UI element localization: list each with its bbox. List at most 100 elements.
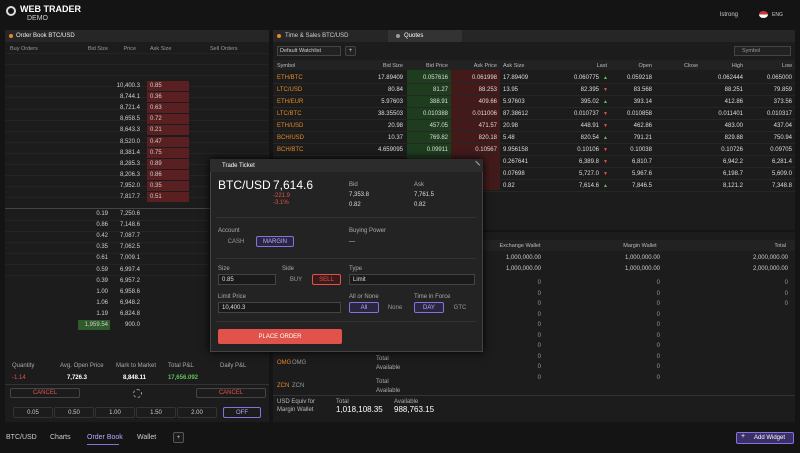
cancel-button-label[interactable]: CANCEL: [218, 390, 244, 396]
side-option-label[interactable]: BUY: [289, 276, 303, 283]
side-option-label[interactable]: SELL: [319, 276, 334, 283]
wallet-value: 1,000,000.00: [505, 255, 541, 261]
quote-cell: 20.98: [387, 123, 403, 129]
footer-tab[interactable]: Order Book: [87, 434, 123, 441]
side-option[interactable]: [282, 274, 310, 285]
aon-option-label[interactable]: All: [360, 304, 368, 311]
size-label: Size: [218, 266, 230, 272]
quote-cell: 0.011401: [718, 111, 743, 117]
ask-size: 0.63: [150, 105, 162, 112]
search[interactable]: Symbol: [742, 48, 761, 54]
add-tab[interactable]: [173, 432, 184, 443]
symbol[interactable]: ETH/USD: [277, 123, 304, 129]
footer-tab[interactable]: Wallet: [137, 434, 157, 441]
ask-price: 10,400.3: [116, 83, 140, 89]
column-header: Symbol: [277, 63, 296, 69]
status-dot: [9, 34, 13, 38]
summary-value: 17,656.092: [167, 375, 198, 381]
spread-line: [5, 208, 269, 209]
size-preset-label[interactable]: 1.50: [150, 409, 162, 416]
language[interactable]: ENG: [772, 12, 783, 18]
size-preset-label[interactable]: 2.00: [191, 409, 203, 416]
add-widget-button[interactable]: [736, 432, 794, 444]
row-divider: [273, 143, 795, 144]
row-divider: [5, 97, 269, 99]
add-widget-icon[interactable]: +: [741, 433, 746, 440]
flag-icon: [759, 11, 768, 18]
row-divider: [273, 167, 795, 168]
ticket-title: Trade Ticket: [222, 163, 255, 169]
tab[interactable]: Quotes: [404, 33, 424, 39]
toggle-button[interactable]: [223, 407, 261, 418]
add-watchlist-label[interactable]: +: [348, 48, 353, 54]
row-divider: [5, 64, 269, 66]
symbol[interactable]: LTC/USD: [277, 87, 303, 93]
limit-value[interactable]: 10,400.3: [222, 305, 246, 311]
cancel-button-label[interactable]: CANCEL: [32, 390, 58, 396]
ask-size: 0.51: [150, 194, 162, 200]
wallet-value: 0: [537, 364, 541, 370]
tif-option[interactable]: [445, 302, 475, 313]
size-preset[interactable]: [54, 407, 94, 418]
place-order-button-label[interactable]: PLACE ORDER: [258, 333, 302, 340]
place-order-button[interactable]: [218, 329, 342, 344]
aon-option[interactable]: [349, 302, 379, 313]
watchlist[interactable]: Default Watchlist: [280, 48, 322, 54]
symbol[interactable]: LTC/BTC: [277, 111, 302, 117]
tif-option[interactable]: [414, 302, 444, 313]
search-box: [734, 46, 791, 56]
tab[interactable]: Time & Sales BTC/USD: [285, 33, 349, 39]
size-preset[interactable]: [177, 407, 217, 418]
side-option[interactable]: [312, 274, 341, 285]
quote-cell: 0.09911: [426, 147, 448, 153]
symbol[interactable]: ETH/EUR: [277, 99, 304, 105]
account-option-label[interactable]: MARGIN: [263, 238, 287, 245]
symbol[interactable]: ETH/BTC: [277, 75, 303, 81]
type-value[interactable]: Limit: [353, 277, 366, 283]
toggle-button-label[interactable]: OFF: [236, 409, 248, 416]
add-widget-label[interactable]: Add Widget: [754, 435, 786, 441]
column-header: Low: [781, 63, 792, 69]
add-watchlist[interactable]: [345, 46, 356, 56]
aon-option[interactable]: [380, 302, 410, 313]
tif-option-label[interactable]: GTC: [453, 304, 467, 311]
account-option[interactable]: [218, 236, 254, 247]
aon-option-label[interactable]: None: [387, 304, 403, 311]
account-option[interactable]: [256, 236, 294, 247]
symbol[interactable]: BCH/BTC: [277, 147, 304, 153]
size-preset[interactable]: [95, 407, 135, 418]
divider: [216, 258, 476, 259]
quote-cell: 6,942.2: [722, 159, 743, 165]
quote-cell: 7,846.5: [631, 183, 652, 189]
row-divider: [273, 155, 795, 156]
size-preset-label[interactable]: 0.05: [27, 409, 39, 416]
row-divider: [5, 230, 269, 232]
tif-option-label[interactable]: DAY: [423, 304, 435, 311]
wallet-value: 0: [784, 280, 788, 286]
account-option-label[interactable]: CASH: [227, 238, 245, 245]
size-preset-label[interactable]: 0.50: [68, 409, 80, 416]
bid-size: 0.82: [349, 202, 361, 208]
cancel-button[interactable]: [196, 388, 266, 398]
size-preset[interactable]: [136, 407, 176, 418]
symbol[interactable]: BCH/USD: [277, 135, 305, 141]
quote-cell: 0.061998: [471, 75, 497, 81]
quote-cell: 79.859: [773, 87, 792, 93]
size-preset[interactable]: [13, 407, 53, 418]
bid-size: 0.42: [96, 233, 108, 240]
quote-cell: 0.011006: [472, 111, 497, 117]
total-value: 1,018,108.35: [336, 405, 383, 414]
footer-tab[interactable]: BTC/USD: [6, 434, 37, 441]
quote-cell: 83.568: [633, 87, 652, 93]
quotes-header-row: [273, 60, 795, 70]
bid-size: 0.61: [96, 255, 108, 262]
user-name[interactable]: lstrong: [719, 12, 738, 18]
size-preset-label[interactable]: 1.00: [109, 409, 121, 416]
quote-cell: 88.251: [724, 87, 743, 93]
ask-price: 8,285.3: [119, 160, 140, 167]
bid-price: 6,824.8: [119, 310, 140, 317]
add-tab-label[interactable]: +: [176, 434, 181, 441]
size-value[interactable]: 0.85: [222, 277, 234, 283]
footer-tab[interactable]: Charts: [50, 434, 71, 441]
cancel-button[interactable]: [10, 388, 80, 398]
